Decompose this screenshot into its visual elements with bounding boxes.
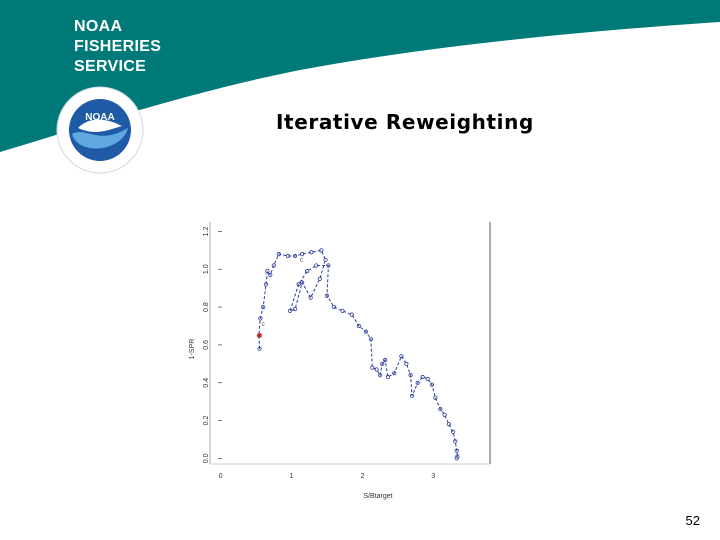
data-point — [292, 253, 298, 259]
data-point — [309, 250, 314, 255]
data-point — [385, 374, 391, 380]
data-point — [258, 316, 263, 321]
data-point — [408, 373, 413, 378]
data-point — [409, 393, 415, 399]
data-point — [446, 422, 451, 427]
data-point — [296, 282, 301, 287]
data-point — [425, 376, 430, 382]
data-point — [319, 248, 324, 253]
data-point — [285, 253, 291, 259]
data-point — [392, 371, 397, 376]
data-point — [326, 263, 331, 268]
highlight-point — [257, 333, 262, 338]
y-tick-label: 0.2 — [203, 416, 210, 426]
page-number: 52 — [685, 513, 700, 528]
logo-text: NOAA — [85, 112, 114, 123]
data-point — [363, 329, 369, 334]
point-annotation: c — [262, 322, 265, 328]
series-line — [258, 249, 458, 459]
data-point — [429, 382, 434, 387]
x-tick-label: 0 — [219, 473, 223, 480]
data-point — [271, 263, 276, 268]
data-point — [323, 257, 328, 262]
data-point — [340, 308, 345, 313]
data-point — [317, 276, 322, 281]
x-tick-label: 2 — [360, 473, 364, 480]
y-tick-label: 1.0 — [203, 264, 210, 274]
data-point — [368, 337, 374, 342]
data-point — [276, 252, 281, 257]
data-point — [378, 373, 383, 378]
data-point — [399, 354, 404, 359]
data-point — [265, 269, 270, 274]
data-point — [454, 448, 459, 453]
y-tick-label: 0.6 — [203, 340, 210, 350]
data-point — [404, 361, 409, 366]
data-point — [370, 365, 375, 370]
data-point — [268, 272, 273, 278]
data-point — [308, 295, 313, 300]
slide-title: Iterative Reweighting — [276, 110, 534, 134]
noaa-logo: NOAA — [56, 86, 144, 174]
data-point — [331, 304, 337, 310]
data-point — [292, 306, 298, 312]
x-tick-label: 1 — [290, 473, 294, 480]
data-point — [451, 429, 456, 434]
data-point — [374, 367, 379, 372]
data-point — [455, 454, 460, 459]
data-point — [257, 346, 262, 351]
data-point — [442, 412, 447, 417]
data-point — [454, 456, 459, 461]
y-tick-label: 0.4 — [203, 378, 210, 388]
y-tick-label: 1.2 — [203, 226, 210, 236]
data-point — [324, 293, 330, 298]
data-point — [415, 380, 420, 385]
chart: 0.0 0.2 0.4 0.6 0.8 1.0 1.2 0 1 2 3 S/Btarget 1-SPR c… — [189, 222, 491, 500]
data-point — [453, 439, 458, 444]
data-point — [263, 282, 269, 287]
data-point — [380, 361, 385, 366]
data-point — [433, 395, 438, 400]
brand-text-service: SERVICE — [74, 58, 147, 75]
y-tick-label: 0.8 — [203, 302, 210, 312]
data-point — [314, 263, 319, 268]
y-tick-label: 0.0 — [203, 453, 210, 463]
brand-text-fisheries: FISHERIES — [74, 38, 162, 55]
data-point — [305, 269, 310, 274]
data-point — [300, 252, 305, 257]
point-annotation: c — [300, 258, 303, 264]
x-axis-label: S/Btarget — [363, 493, 392, 500]
data-point — [288, 308, 293, 313]
y-axis-label: 1-SPR — [189, 339, 196, 360]
data-point — [438, 407, 443, 412]
data-point — [349, 312, 354, 317]
brand-text-noaa: NOAA — [74, 18, 123, 35]
data-point — [356, 323, 361, 329]
data-point — [420, 374, 425, 380]
data-point — [300, 280, 305, 285]
x-tick-label: 3 — [431, 473, 435, 480]
banner-wave — [0, 0, 720, 152]
header-banner — [0, 0, 720, 152]
data-point — [261, 304, 266, 310]
data-point — [382, 357, 388, 363]
